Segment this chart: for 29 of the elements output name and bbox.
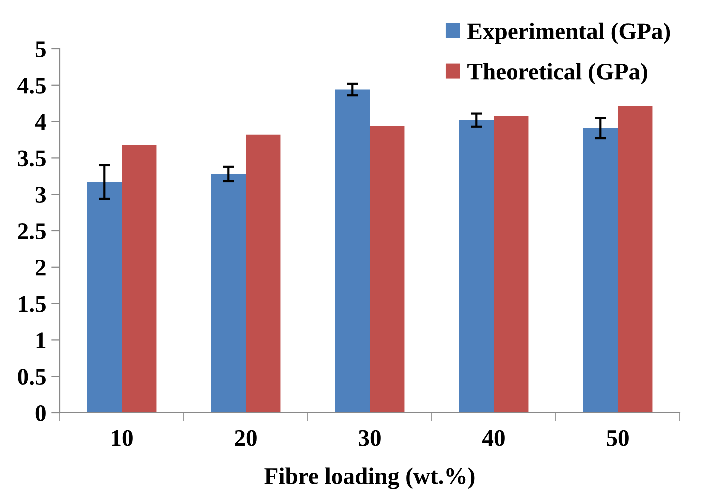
y-tick-label: 3 bbox=[36, 187, 46, 204]
y-tick-label: 0 bbox=[36, 405, 46, 422]
y-tick-label: 1.5 bbox=[19, 296, 46, 312]
bar bbox=[122, 145, 157, 413]
x-tick-label: 20 bbox=[235, 430, 257, 446]
y-tick-label: 4.5 bbox=[18, 78, 46, 94]
y-tick-label: 3.5 bbox=[18, 150, 46, 167]
bar bbox=[494, 116, 529, 413]
y-tick-label: 0.5 bbox=[18, 369, 46, 386]
bar bbox=[246, 134, 281, 413]
bar bbox=[87, 182, 122, 413]
bar bbox=[370, 126, 405, 413]
x-axis-title: Fibre loading (wt.%) bbox=[264, 468, 475, 490]
bar bbox=[335, 90, 370, 413]
x-tick-label: 50 bbox=[607, 430, 629, 446]
legend-label: Experimental (GPa) bbox=[468, 22, 670, 44]
x-tick-label: 30 bbox=[359, 430, 381, 446]
y-tick-label: 1 bbox=[36, 332, 46, 348]
legend-label: Theoretical (GPa) bbox=[468, 63, 648, 85]
y-tick-label: 2.5 bbox=[18, 224, 46, 240]
bar bbox=[583, 128, 618, 413]
bar bbox=[618, 106, 653, 413]
bar bbox=[459, 120, 494, 413]
x-tick-label: 40 bbox=[482, 430, 505, 446]
x-tick-label: 10 bbox=[112, 430, 133, 446]
y-tick-label: 4 bbox=[35, 114, 46, 130]
y-tick-label: 2 bbox=[36, 260, 46, 276]
bar bbox=[211, 174, 246, 413]
y-tick-label: 5 bbox=[36, 42, 46, 58]
